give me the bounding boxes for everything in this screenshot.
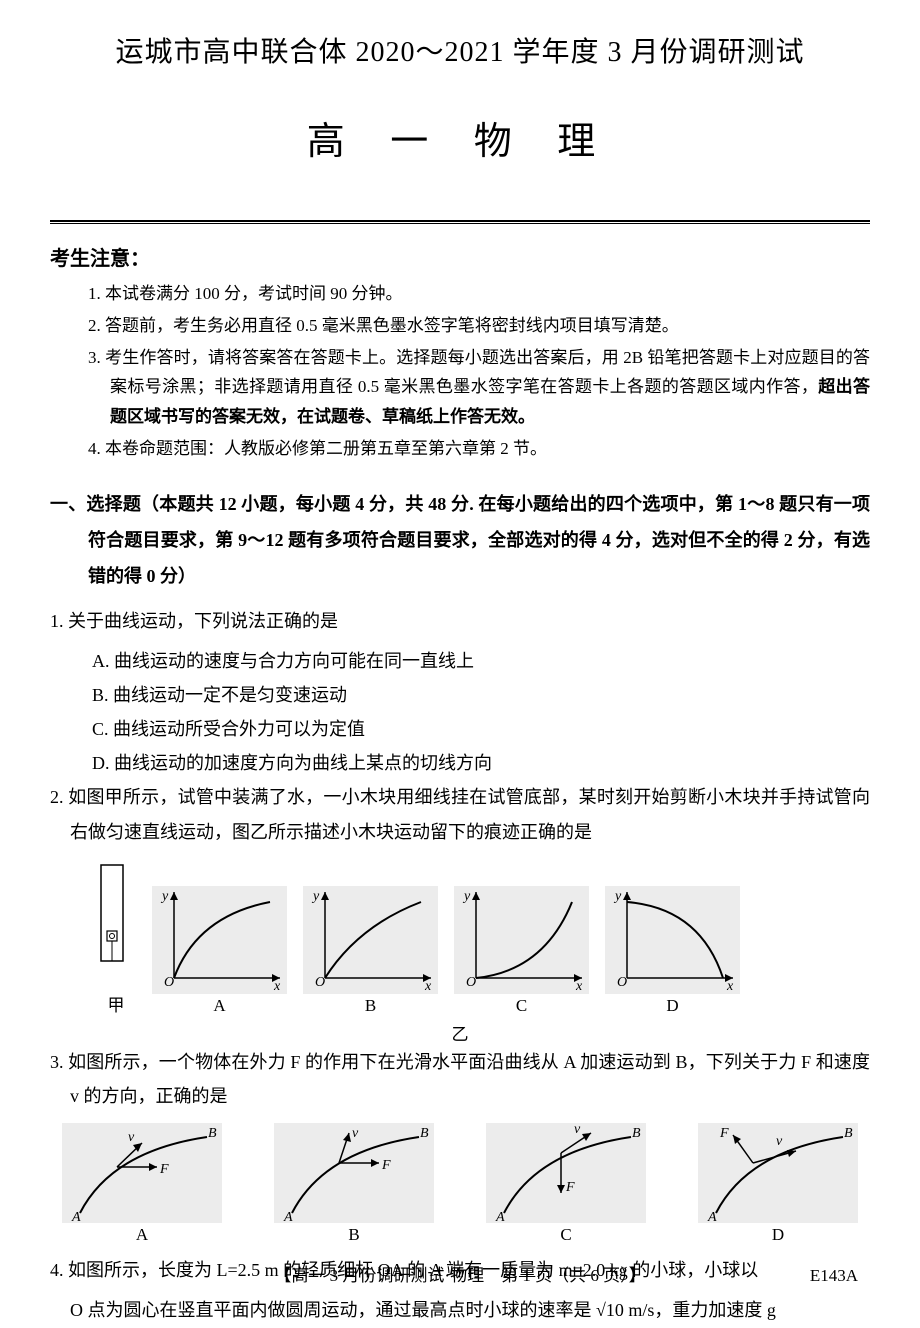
q2-fig-c: O x y C (448, 886, 595, 1016)
divider (50, 220, 870, 224)
question-1: 1. 关于曲线运动，下列说法正确的是 (50, 604, 870, 638)
svg-text:y: y (311, 889, 320, 904)
question-1-options: A. 曲线运动的速度与合力方向可能在同一直线上 B. 曲线运动一定不是匀变速运动… (50, 644, 870, 781)
q2-graph-c: O x y (454, 886, 589, 994)
svg-text:O: O (617, 975, 627, 990)
q2-figure-row: 甲 O x y A O x (90, 859, 870, 1016)
q2-label-d: D (599, 996, 746, 1016)
q1-opt-d: D. 曲线运动的加速度方向为曲线上某点的切线方向 (92, 746, 870, 780)
q2-graph-b: O x y (303, 886, 438, 994)
q2-graph-a: O x y (152, 886, 287, 994)
q3-curve-c: A B F v (486, 1123, 646, 1223)
svg-text:F: F (719, 1126, 729, 1141)
q2-fig-b: O x y B (297, 886, 444, 1016)
svg-text:B: B (208, 1126, 217, 1141)
svg-text:v: v (574, 1123, 581, 1137)
svg-text:v: v (776, 1134, 783, 1149)
svg-text:x: x (726, 979, 734, 994)
q2-label-a: A (146, 996, 293, 1016)
q3-figure-row: A B F v A A B F v (62, 1123, 858, 1245)
section-1-header: 一、选择题（本题共 12 小题，每小题 4 分，共 48 分. 在每小题给出的四… (50, 486, 870, 594)
q2-label-yi: 乙 (50, 1020, 870, 1045)
svg-text:y: y (613, 889, 622, 904)
q2-label-jia: 甲 (90, 991, 142, 1016)
q3-label-b: B (274, 1225, 434, 1245)
q1-opt-c: C. 曲线运动所受合外力可以为定值 (92, 712, 870, 746)
svg-text:x: x (273, 979, 281, 994)
svg-text:F: F (159, 1162, 169, 1177)
page-footer: 【高一 3 月份调研测试·物理 第 1 页（共 6 页）】 (0, 1261, 920, 1286)
notice-item-3: 3. 考生作答时，请将答案答在答题卡上。选择题每小题选出答案后，用 2B 铅笔把… (88, 343, 870, 432)
q2-fig-a: O x y A (146, 886, 293, 1016)
q3-fig-a: A B F v A (62, 1123, 222, 1245)
svg-text:B: B (632, 1126, 641, 1141)
q2-tube-icon (90, 859, 134, 989)
svg-text:F: F (381, 1158, 391, 1173)
svg-text:B: B (420, 1126, 429, 1141)
q3-curve-d: A B F v (698, 1123, 858, 1223)
q3-fig-d: A B F v D (698, 1123, 858, 1245)
q3-label-d: D (698, 1225, 858, 1245)
notice-item-1: 1. 本试卷满分 100 分，考试时间 90 分钟。 (88, 279, 870, 309)
main-title: 运城市高中联合体 2020～2021 学年度 3 月份调研测试 (50, 30, 870, 70)
svg-text:y: y (160, 889, 169, 904)
q2-fig-jia: 甲 (90, 859, 142, 1016)
svg-text:B: B (844, 1126, 853, 1141)
notice-header: 考生注意： (50, 242, 870, 271)
q2-label-c: C (448, 996, 595, 1016)
subtitle: 高 一 物 理 (50, 110, 870, 165)
svg-text:x: x (424, 979, 432, 994)
svg-text:v: v (128, 1130, 135, 1145)
svg-text:A: A (495, 1210, 505, 1223)
q3-fig-c: A B F v C (486, 1123, 646, 1245)
svg-text:A: A (707, 1210, 717, 1223)
q1-opt-a: A. 曲线运动的速度与合力方向可能在同一直线上 (92, 644, 870, 678)
q3-label-a: A (62, 1225, 222, 1245)
notice-item-3-text: 3. 考生作答时，请将答案答在答题卡上。选择题每小题选出答案后，用 2B 铅笔把… (88, 348, 870, 397)
q3-curve-b: A B F v (274, 1123, 434, 1223)
svg-text:O: O (164, 975, 174, 990)
q1-opt-b: B. 曲线运动一定不是匀变速运动 (92, 678, 870, 712)
question-3: 3. 如图所示，一个物体在外力 F 的作用下在光滑水平面沿曲线从 A 加速运动到… (50, 1045, 870, 1113)
svg-text:A: A (71, 1210, 81, 1223)
svg-text:v: v (352, 1126, 359, 1141)
page-footer-code: E143A (810, 1266, 858, 1286)
q3-label-c: C (486, 1225, 646, 1245)
question-4-p2: O 点为圆心在竖直平面内做圆周运动，通过最高点时小球的速率是 √10 m/s，重… (50, 1293, 870, 1327)
svg-text:A: A (283, 1210, 293, 1223)
svg-text:F: F (565, 1180, 575, 1195)
q2-graph-d: O x y (605, 886, 740, 994)
q3-curve-a: A B F v (62, 1123, 222, 1223)
notice-list: 1. 本试卷满分 100 分，考试时间 90 分钟。 2. 答题前，考生务必用直… (50, 279, 870, 464)
svg-text:y: y (462, 889, 471, 904)
q2-label-b: B (297, 996, 444, 1016)
q3-fig-b: A B F v B (274, 1123, 434, 1245)
svg-text:x: x (575, 979, 583, 994)
notice-item-2: 2. 答题前，考生务必用直径 0.5 毫米黑色墨水签字笔将密封线内项目填写清楚。 (88, 311, 870, 341)
svg-text:O: O (315, 975, 325, 990)
q2-fig-d: O x y D (599, 886, 746, 1016)
question-2: 2. 如图甲所示，试管中装满了水，一小木块用细线挂在试管底部，某时刻开始剪断小木… (50, 780, 870, 848)
svg-text:O: O (466, 975, 476, 990)
notice-item-4: 4. 本卷命题范围：人教版必修第二册第五章至第六章第 2 节。 (88, 434, 870, 464)
